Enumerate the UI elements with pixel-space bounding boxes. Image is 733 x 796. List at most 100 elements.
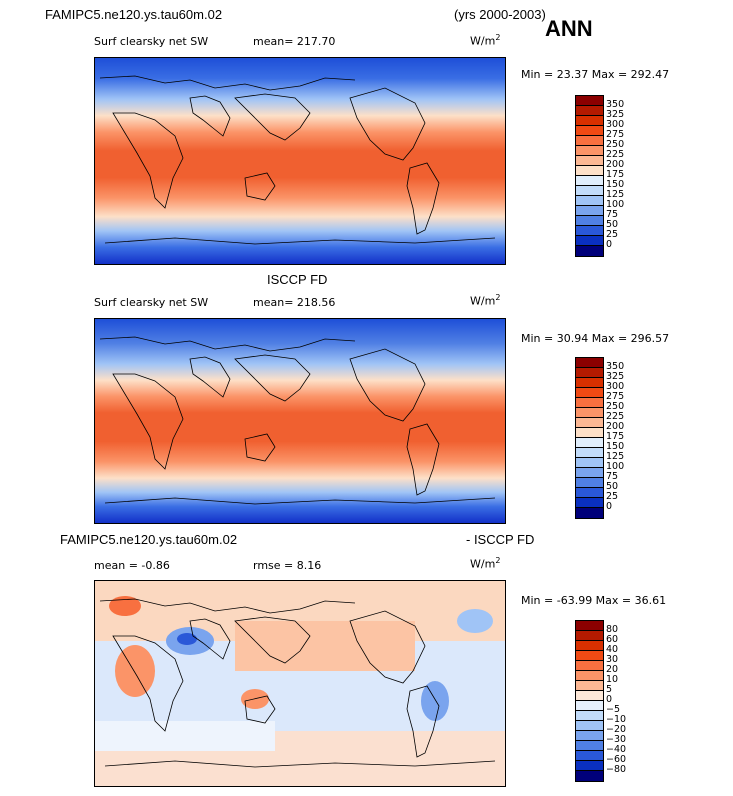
panel3-colorbar xyxy=(575,620,604,782)
colorbar-swatch xyxy=(576,751,603,761)
colorbar-swatch xyxy=(576,226,603,236)
panel2-map-svg xyxy=(95,319,505,523)
colorbar-swatch xyxy=(576,448,603,458)
panel1-minmax: Min = 23.37 Max = 292.47 xyxy=(521,68,670,81)
panel3-minmax: Min = -63.99 Max = 36.61 xyxy=(521,594,667,607)
panel2-map xyxy=(94,318,506,524)
colorbar-swatch xyxy=(576,126,603,136)
colorbar-tick-label: 25 xyxy=(606,229,619,240)
panel3-title-right: - ISCCP FD xyxy=(466,532,535,547)
colorbar-swatch xyxy=(576,641,603,651)
colorbar-swatch xyxy=(576,681,603,691)
colorbar-tick-label: 30 xyxy=(606,654,619,665)
colorbar-swatch xyxy=(576,671,603,681)
panel2-title: ISCCP FD xyxy=(267,272,328,287)
colorbar-tick-label: 20 xyxy=(606,664,619,675)
colorbar-tick-label: 0 xyxy=(606,239,613,250)
colorbar-tick-label: 350 xyxy=(606,99,625,110)
colorbar-tick-label: 125 xyxy=(606,189,625,200)
panel3-units: W/m2 xyxy=(470,556,501,571)
panel2-units: W/m2 xyxy=(470,293,501,308)
colorbar-swatch xyxy=(576,468,603,478)
colorbar-swatch xyxy=(576,186,603,196)
colorbar-swatch xyxy=(576,661,603,671)
colorbar-swatch xyxy=(576,388,603,398)
colorbar-swatch xyxy=(576,438,603,448)
colorbar-tick-label: 75 xyxy=(606,471,619,482)
colorbar-tick-label: 50 xyxy=(606,219,619,230)
panel2-subtitle: Surf clearsky net SW xyxy=(94,296,209,309)
colorbar-tick-label: −40 xyxy=(606,744,627,755)
colorbar-tick-label: 300 xyxy=(606,119,625,130)
panel3-title-left: FAMIPC5.ne120.ys.tau60m.02 xyxy=(60,532,238,547)
colorbar-tick-label: −60 xyxy=(606,754,627,765)
panel1-subtitle: Surf clearsky net SW xyxy=(94,35,209,48)
colorbar-swatch xyxy=(576,196,603,206)
colorbar-tick-label: 175 xyxy=(606,169,625,180)
colorbar-swatch xyxy=(576,631,603,641)
panel3-map xyxy=(94,580,506,787)
colorbar-tick-label: 200 xyxy=(606,159,625,170)
panel2-minmax: Min = 30.94 Max = 296.57 xyxy=(521,332,670,345)
colorbar-swatch xyxy=(576,711,603,721)
years-label: (yrs 2000-2003) xyxy=(454,7,546,22)
colorbar-tick-label: 225 xyxy=(606,149,625,160)
colorbar-swatch xyxy=(576,156,603,166)
colorbar-swatch xyxy=(576,701,603,711)
colorbar-swatch xyxy=(576,428,603,438)
colorbar-swatch xyxy=(576,106,603,116)
colorbar-tick-label: 100 xyxy=(606,461,625,472)
panel3-mean: mean = -0.86 xyxy=(94,559,170,572)
colorbar-swatch xyxy=(576,478,603,488)
colorbar-tick-label: 325 xyxy=(606,109,625,120)
colorbar-swatch xyxy=(576,458,603,468)
colorbar-tick-label: 150 xyxy=(606,179,625,190)
colorbar-tick-label: 250 xyxy=(606,401,625,412)
colorbar-tick-label: 60 xyxy=(606,634,619,645)
colorbar-tick-label: −5 xyxy=(606,704,621,715)
colorbar-swatch xyxy=(576,236,603,246)
colorbar-swatch xyxy=(576,488,603,498)
colorbar-tick-label: 5 xyxy=(606,684,613,695)
colorbar-tick-label: 125 xyxy=(606,451,625,462)
colorbar-swatch xyxy=(576,358,603,368)
colorbar-swatch xyxy=(576,408,603,418)
colorbar-tick-label: 0 xyxy=(606,501,613,512)
colorbar-tick-label: 275 xyxy=(606,391,625,402)
colorbar-swatch xyxy=(576,116,603,126)
colorbar-tick-label: 0 xyxy=(606,694,613,705)
colorbar-swatch xyxy=(576,136,603,146)
colorbar-swatch xyxy=(576,721,603,731)
panel2-colorbar xyxy=(575,357,604,519)
panel1-map-svg xyxy=(95,58,505,264)
colorbar-tick-label: 200 xyxy=(606,421,625,432)
colorbar-tick-label: 300 xyxy=(606,381,625,392)
colorbar-tick-label: 325 xyxy=(606,371,625,382)
colorbar-swatch xyxy=(576,368,603,378)
colorbar-swatch xyxy=(576,176,603,186)
colorbar-swatch xyxy=(576,96,603,106)
colorbar-tick-label: 100 xyxy=(606,199,625,210)
colorbar-tick-label: 10 xyxy=(606,674,619,685)
panel1-colorbar xyxy=(575,95,604,257)
panel3-map-svg xyxy=(95,581,505,786)
colorbar-swatch xyxy=(576,498,603,508)
colorbar-tick-label: −30 xyxy=(606,734,627,745)
colorbar-tick-label: 225 xyxy=(606,411,625,422)
colorbar-swatch xyxy=(576,771,603,781)
colorbar-swatch xyxy=(576,146,603,156)
colorbar-swatch xyxy=(576,651,603,661)
season-label: ANN xyxy=(545,16,593,41)
colorbar-tick-label: 80 xyxy=(606,624,619,635)
colorbar-swatch xyxy=(576,418,603,428)
panel3-coastlines xyxy=(99,598,496,768)
colorbar-tick-label: −10 xyxy=(606,714,627,725)
colorbar-swatch xyxy=(576,246,603,256)
colorbar-swatch xyxy=(576,731,603,741)
panel1-mean: mean= 217.70 xyxy=(253,35,336,48)
colorbar-tick-label: −20 xyxy=(606,724,627,735)
colorbar-tick-label: 250 xyxy=(606,139,625,150)
panel1-units: W/m2 xyxy=(470,33,501,48)
colorbar-tick-label: −80 xyxy=(606,764,627,775)
colorbar-swatch xyxy=(576,378,603,388)
